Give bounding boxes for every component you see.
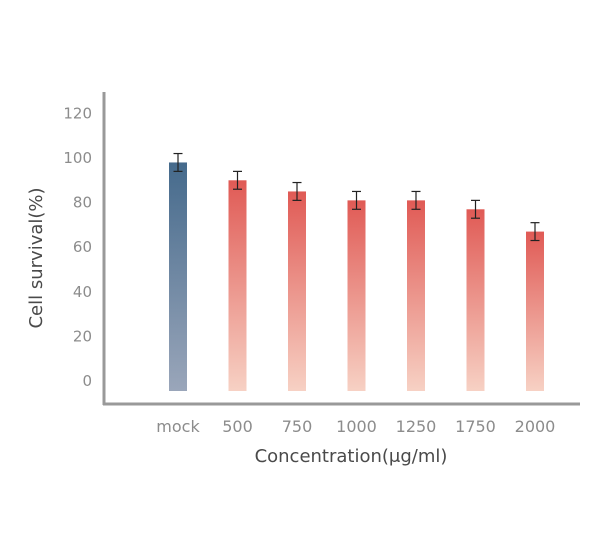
y-axis: 0 20 40 60 80 100 120 bbox=[63, 92, 106, 405]
error-bar-mock bbox=[173, 152, 183, 172]
bar-1750 bbox=[466, 209, 485, 391]
error-bar-1250 bbox=[411, 190, 421, 210]
error-bar-2000 bbox=[530, 222, 540, 242]
error-bar-1750 bbox=[471, 199, 480, 219]
y-axis-title: Cell survival(%) bbox=[26, 187, 47, 328]
y-tick-label: 100 bbox=[63, 149, 92, 167]
bar-mock bbox=[169, 162, 187, 391]
y-tick-label: 120 bbox=[63, 104, 92, 122]
error-bar-500 bbox=[233, 170, 242, 190]
x-tick-label: 1250 bbox=[396, 417, 437, 436]
y-tick-label: 60 bbox=[73, 238, 92, 256]
bar-1250 bbox=[407, 200, 425, 391]
x-tick-label: 1750 bbox=[455, 417, 496, 436]
error-bar-1000 bbox=[352, 190, 361, 210]
bar-1000 bbox=[347, 200, 366, 391]
bar-500 bbox=[228, 180, 247, 391]
x-tick-label: 750 bbox=[282, 417, 313, 436]
bar-2000 bbox=[526, 231, 544, 391]
x-tick-label: 2000 bbox=[515, 417, 556, 436]
category-labels: mock 500 750 1000 1250 1750 2000 bbox=[156, 417, 555, 436]
y-tick-label: 0 bbox=[82, 372, 92, 390]
y-tick-label: 80 bbox=[73, 194, 92, 212]
x-tick-label: mock bbox=[156, 417, 200, 436]
x-tick-label: 500 bbox=[222, 417, 253, 436]
error-bar-750 bbox=[292, 181, 302, 201]
y-tick-label: 40 bbox=[73, 283, 92, 301]
y-tick-label: 20 bbox=[73, 327, 92, 345]
error-bars bbox=[173, 152, 540, 242]
bars bbox=[169, 162, 544, 391]
x-tick-label: 1000 bbox=[336, 417, 377, 436]
bar-750 bbox=[288, 191, 306, 391]
x-axis-title: Concentration(μg/ml) bbox=[255, 446, 448, 467]
